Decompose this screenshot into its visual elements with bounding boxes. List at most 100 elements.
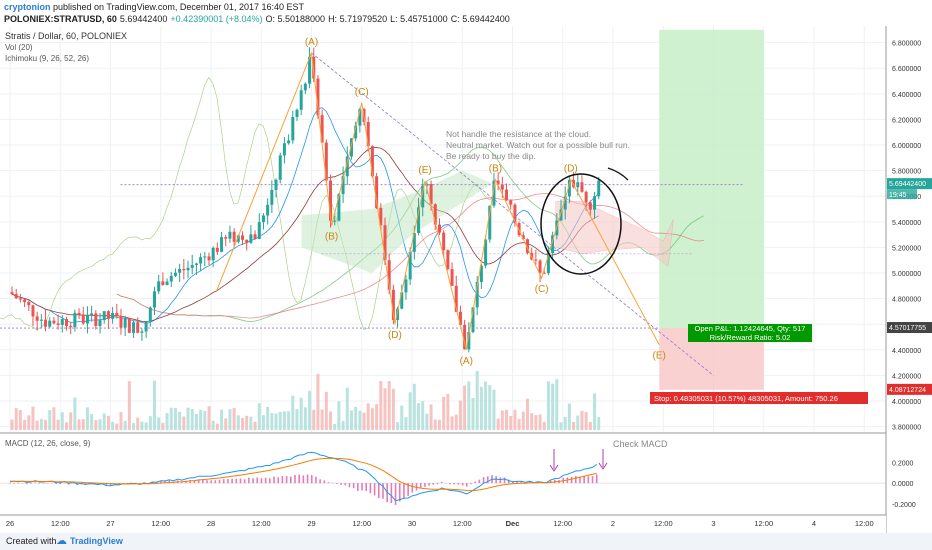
macd-tick-label: 0.0000	[892, 481, 914, 488]
macd-histogram-bar	[277, 477, 280, 484]
candle	[102, 311, 106, 324]
candle	[220, 231, 224, 253]
volume-bar	[597, 417, 601, 430]
macd-histogram-bar	[340, 483, 342, 485]
macd-histogram-bar	[210, 480, 212, 484]
volume-bar	[341, 420, 345, 430]
volume-bar	[102, 413, 106, 430]
volume-bar	[94, 420, 98, 430]
y-tick-label: 5.400000	[892, 220, 921, 227]
volume-bar	[111, 421, 115, 430]
footer-bar: Created with ☁ TradingView	[0, 533, 932, 550]
macd-histogram-bar	[231, 478, 233, 484]
macd-histogram-bar	[46, 483, 49, 484]
open-pnl-label: Open P&L: 1.12424645, Qty: 517	[695, 324, 806, 333]
volume-bar	[136, 417, 140, 430]
candle	[303, 82, 307, 95]
macd-histogram-bar	[235, 478, 238, 484]
candle	[509, 199, 513, 210]
wave-label: (D)	[388, 330, 402, 341]
volume-bar	[505, 409, 509, 430]
volume-bar	[39, 418, 43, 430]
ichimoku-chikou	[0, 76, 494, 331]
y-tick-label: 3.800000	[892, 425, 921, 432]
volume-bar	[500, 410, 504, 430]
tradingview-brand[interactable]: TradingView	[70, 536, 123, 546]
candle	[404, 274, 408, 300]
volume-bar	[52, 407, 56, 430]
macd-histogram-bar	[466, 483, 468, 487]
macd-histogram-bar	[97, 483, 99, 485]
candle	[458, 305, 462, 327]
macd-arrow-1	[549, 449, 559, 472]
volume-bar	[496, 418, 500, 430]
volume-bar	[421, 401, 425, 430]
candle	[563, 186, 567, 220]
volume-bar	[412, 383, 416, 430]
candle	[207, 252, 211, 266]
volume-bar	[241, 418, 245, 430]
x-tick-label: 28	[207, 519, 215, 528]
y-tick-label: 5.000000	[892, 271, 921, 278]
volume-bar	[358, 410, 362, 430]
volume-bar	[396, 422, 400, 430]
candle	[245, 239, 249, 251]
macd-histogram-bar	[294, 475, 296, 484]
macd-histogram-bar	[55, 483, 57, 485]
candle	[484, 235, 488, 269]
author-link[interactable]: cryptonion	[4, 2, 51, 12]
macd-histogram-bar	[591, 476, 594, 484]
macd-histogram-bar	[344, 483, 347, 486]
x-tick-label: 27	[106, 519, 114, 528]
ohlc-high: H: 5.71979520	[328, 14, 388, 24]
macd-histogram-bar	[122, 483, 124, 484]
volume-bar	[513, 409, 517, 430]
macd-histogram-bar	[59, 483, 62, 485]
tradingview-logo-icon: ☁	[56, 535, 67, 547]
volume-bar	[429, 404, 433, 430]
candle	[320, 109, 324, 144]
candle	[274, 178, 278, 198]
candle	[123, 316, 127, 337]
publish-line: cryptonion published on TradingView.com,…	[4, 2, 304, 12]
candle	[81, 306, 85, 325]
macd-histogram-bar	[373, 483, 376, 496]
volume-bar	[291, 395, 295, 430]
volume-bar	[224, 418, 228, 430]
wave-label: (C)	[535, 284, 549, 295]
y-tick-label: 5.800000	[892, 169, 921, 176]
volume-bar	[337, 401, 341, 430]
price-axis[interactable]	[886, 26, 932, 533]
macd-histogram-bar	[415, 483, 418, 491]
x-tick-label: 12:00	[654, 519, 673, 528]
time-axis[interactable]	[0, 515, 886, 533]
macd-histogram-bar	[457, 483, 460, 485]
macd-histogram-bar	[382, 483, 384, 499]
candle	[224, 234, 228, 247]
macd-histogram-bar	[38, 483, 41, 484]
volume-bar	[215, 423, 219, 430]
volume-bar	[18, 409, 22, 430]
macd-histogram-bar	[197, 479, 200, 484]
candle	[228, 225, 232, 243]
candle	[73, 309, 77, 332]
macd-histogram-bar	[164, 481, 166, 484]
macd-histogram-bar	[13, 483, 15, 484]
candle	[546, 246, 550, 276]
volume-bar	[534, 414, 538, 430]
volume-bar	[458, 400, 462, 430]
volume-bar	[324, 391, 328, 430]
macd-histogram-bar	[428, 483, 430, 486]
volume-bar	[186, 407, 190, 430]
signal-line	[9, 457, 597, 492]
candle	[186, 260, 190, 279]
x-tick-label: 2	[611, 519, 615, 528]
volume-bar	[106, 415, 110, 430]
macd-histogram-bar	[486, 476, 489, 484]
candle	[115, 303, 119, 319]
macd-histogram-bar	[587, 476, 590, 484]
candle	[127, 317, 131, 334]
macd-arrow-2	[598, 449, 608, 470]
volume-bar	[572, 421, 576, 430]
